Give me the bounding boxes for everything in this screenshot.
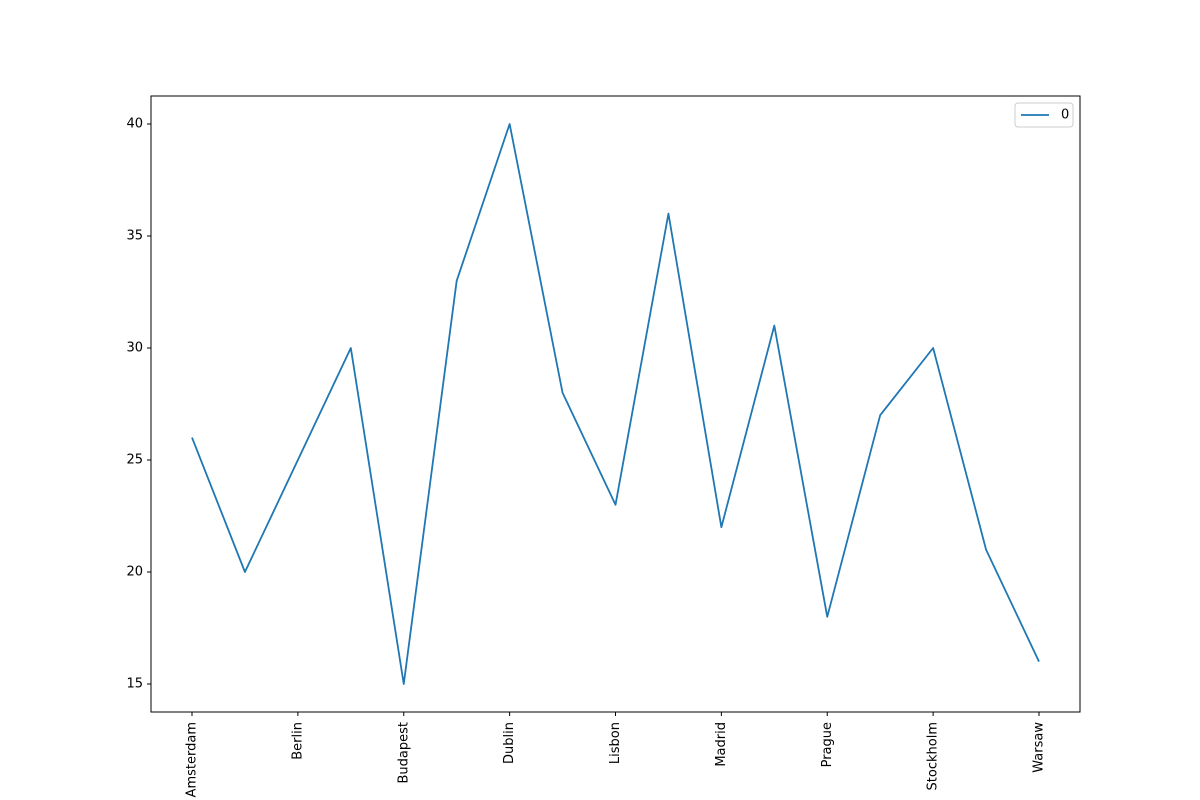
x-tick-label: Lisbon: [608, 722, 623, 764]
legend-label: 0: [1061, 108, 1069, 123]
line-series: [191, 123, 1040, 685]
plot-frame: [150, 95, 1081, 713]
x-tick-label: Budapest: [396, 722, 411, 784]
y-tick-label: 35: [126, 229, 143, 244]
x-tick-label: Prague: [820, 722, 835, 767]
y-tick-label: 20: [126, 565, 143, 580]
y-tick-label: 30: [126, 341, 143, 356]
x-tick-label: Amsterdam: [185, 722, 200, 797]
x-tick-label: Madrid: [714, 722, 729, 767]
y-tick-label: 40: [126, 117, 143, 132]
y-tick-label: 25: [126, 453, 143, 468]
x-tick-label: Dublin: [502, 722, 517, 764]
y-tick-label: 15: [126, 677, 143, 692]
x-tick-label: Stockholm: [926, 722, 941, 790]
x-tick-label: Berlin: [290, 722, 305, 760]
x-tick-label: Warsaw: [1032, 722, 1047, 773]
